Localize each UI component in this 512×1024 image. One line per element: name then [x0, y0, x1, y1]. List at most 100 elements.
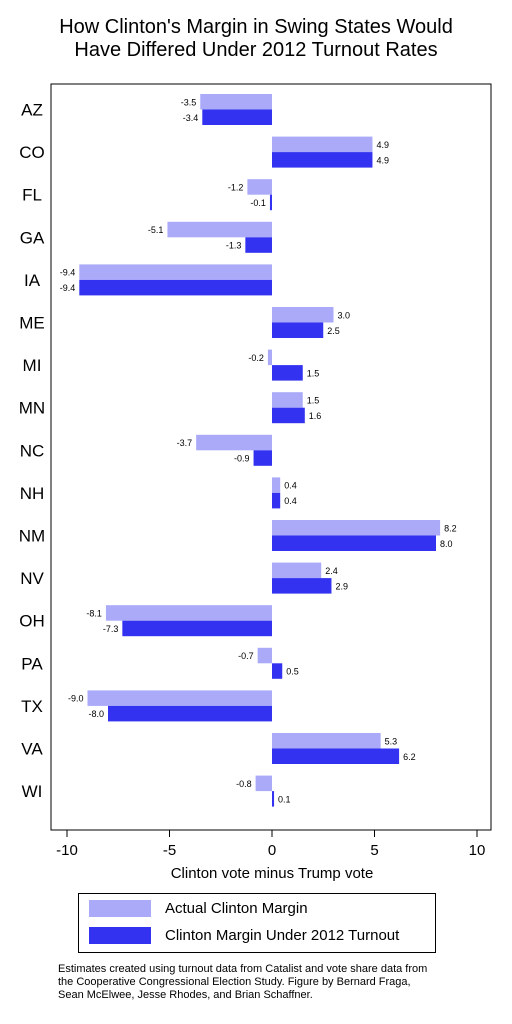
bar-chart: -10 -5 0 5 10 Clinton vote minus Trump vote AZ…: [19, 83, 492, 882]
bar-2012-turnout: [272, 152, 373, 168]
category-label: VA: [21, 740, 43, 759]
data-label: 3.0: [338, 310, 351, 320]
bar-2012-turnout: [272, 578, 332, 594]
data-label: 8.2: [444, 523, 457, 533]
data-label: 0.5: [286, 667, 299, 677]
data-label: 1.6: [309, 411, 322, 421]
category-label: GA: [20, 228, 45, 247]
bar-actual: [272, 307, 334, 323]
data-label: -7.3: [103, 624, 119, 634]
data-label: -0.1: [250, 198, 266, 208]
category-label: PA: [21, 654, 43, 673]
data-label: 1.5: [307, 395, 320, 405]
x-tick-label: 5: [370, 842, 378, 859]
category-label: OH: [19, 612, 45, 631]
bar-2012-turnout: [272, 748, 400, 764]
bar-2012-turnout: [253, 450, 272, 466]
bar-2012-turnout: [272, 535, 436, 551]
category-label: NH: [20, 484, 45, 503]
bar-actual: [272, 520, 441, 536]
chart-title-line-1: How Clinton's Margin in Swing States Wou…: [59, 16, 453, 38]
bar-actual: [87, 690, 272, 706]
data-label: 2.4: [325, 566, 338, 576]
bar-2012-turnout: [122, 620, 272, 637]
data-label: 5.3: [385, 736, 398, 746]
category-label: WI: [22, 782, 43, 801]
data-label: -0.8: [236, 779, 252, 789]
category-label: MN: [19, 399, 45, 418]
bar-2012-turnout: [79, 279, 272, 296]
x-axis-label: Clinton vote minus Trump vote: [171, 865, 374, 882]
x-tick-label: -10: [56, 842, 78, 859]
legend-swatch-2012-turnout: [89, 927, 151, 944]
category-label: CO: [19, 143, 45, 162]
data-label: -9.4: [60, 268, 76, 278]
data-label: -9.4: [60, 283, 76, 293]
bar-2012-turnout: [269, 194, 272, 211]
data-label: 0.4: [284, 496, 297, 506]
data-label: -8.0: [88, 709, 104, 719]
data-label: -9.0: [68, 694, 84, 704]
category-label: AZ: [21, 101, 43, 120]
bar-2012-turnout: [202, 109, 272, 125]
data-label: -5.1: [148, 225, 164, 235]
bar-2012-turnout: [245, 237, 272, 253]
bar-actual: [272, 392, 303, 408]
data-label: -3.7: [177, 438, 193, 448]
x-tick-label: 0: [268, 842, 276, 859]
data-label: 0.1: [278, 794, 291, 804]
plot-frame: [50, 83, 492, 831]
bar-actual: [272, 562, 322, 579]
data-label: -0.2: [248, 353, 264, 363]
bar-actual: [105, 605, 272, 621]
footnote-line-3: Sean McElwee, Jesse Rhodes, and Brian Sc…: [58, 989, 313, 1001]
data-label: 4.9: [376, 155, 389, 165]
legend-label-2012-turnout: Clinton Margin Under 2012 Turnout: [165, 927, 400, 944]
data-label: -1.3: [226, 241, 242, 251]
bar-2012-turnout: [272, 492, 281, 509]
data-label: -0.9: [234, 454, 250, 464]
data-label: 4.9: [376, 140, 389, 150]
data-label: -3.4: [183, 113, 199, 123]
footnote: Estimates created using turnout data fro…: [58, 963, 508, 1002]
footnote-line-1: Estimates created using turnout data fro…: [58, 963, 428, 975]
bar-actual: [267, 349, 272, 366]
bar-2012-turnout: [272, 407, 305, 424]
bar-actual: [272, 733, 381, 749]
bar-2012-turnout: [272, 663, 283, 679]
bar-actual: [255, 775, 272, 792]
bar-2012-turnout: [272, 365, 303, 381]
bar-actual: [272, 477, 281, 493]
x-tick-label: 10: [469, 842, 486, 859]
category-label: FL: [22, 186, 42, 205]
legend-label-actual: Actual Clinton Margin: [165, 900, 308, 917]
category-label: NC: [20, 441, 45, 460]
category-label: MI: [23, 356, 42, 375]
data-label: -3.5: [181, 97, 197, 107]
legend-item-2012-turnout: Clinton Margin Under 2012 Turnout: [89, 927, 399, 944]
bar-actual: [200, 94, 272, 110]
bar-actual: [167, 221, 272, 238]
bar-2012-turnout: [272, 791, 275, 807]
data-label: 0.4: [284, 481, 297, 491]
data-label: 8.0: [440, 539, 453, 549]
legend-swatch-actual: [89, 900, 151, 917]
legend-item-actual: Actual Clinton Margin: [89, 900, 308, 917]
bar-actual: [196, 434, 272, 451]
x-tick-label: -5: [163, 842, 176, 859]
footnote-line-2: the Cooperative Congressional Election S…: [58, 976, 411, 988]
chart-title: How Clinton's Margin in Swing States Wou…: [0, 16, 512, 62]
bar-actual: [272, 136, 373, 153]
chart-title-line-2: Have Differed Under 2012 Turnout Rates: [74, 39, 438, 61]
bar-actual: [257, 647, 272, 664]
category-label: TX: [21, 697, 43, 716]
bar-actual: [247, 179, 272, 195]
legend: Actual Clinton Margin Clinton Margin Und…: [78, 893, 436, 953]
data-label: 2.9: [335, 581, 348, 591]
bar-2012-turnout: [272, 322, 324, 338]
data-label: 2.5: [327, 326, 340, 336]
data-label: 1.5: [307, 368, 320, 378]
data-label: -8.1: [86, 608, 102, 618]
data-label: 6.2: [403, 752, 416, 762]
data-label: -0.7: [238, 651, 254, 661]
